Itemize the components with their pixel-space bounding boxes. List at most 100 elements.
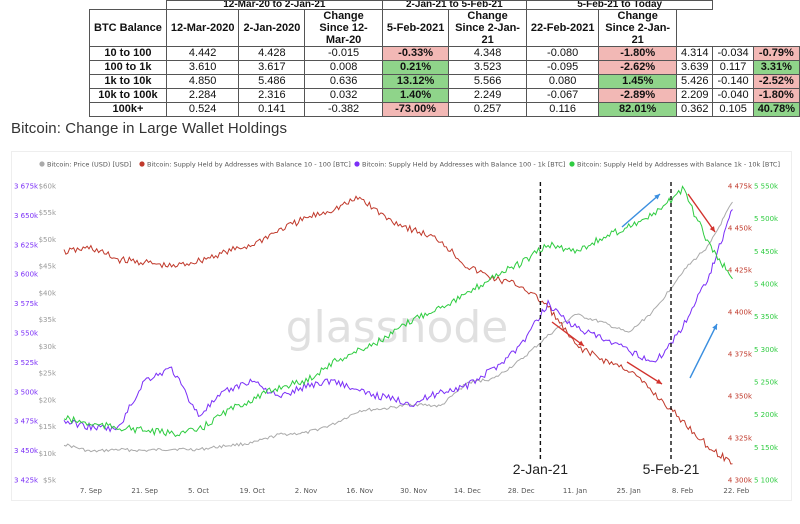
annotation-arrow-head xyxy=(656,378,662,384)
table-cell: -0.067 xyxy=(525,88,600,103)
table-cell: 2.249 xyxy=(448,88,527,103)
y_left_inner-tick: $50k xyxy=(39,236,57,244)
table-group-header: 5-Feb-21 to Today xyxy=(525,0,714,10)
x-axis-tick: 14. Dec xyxy=(454,487,481,495)
table-cell: -0.034 xyxy=(712,46,754,61)
y_right_outer-tick: 5 300k xyxy=(754,346,779,354)
annotation-arrow-head xyxy=(578,340,584,346)
legend-entry: Bitcoin: Price (USD) [USD] xyxy=(47,161,131,169)
table-cell: 40.78% xyxy=(752,102,800,117)
y_left_outer-tick: 3 475k xyxy=(14,418,39,426)
table-group-header-row: 12-Mar-20 to 2-Jan-21 2-Jan-21 to 5-Feb-… xyxy=(90,0,800,10)
table-cell: 3.523 xyxy=(448,60,527,75)
annotation-arrow-head xyxy=(709,226,715,232)
table-row: 10 to 100 4.442 4.428 -0.015 -0.33% 4.348 -0.0… xyxy=(89,46,800,61)
table-row: 10k to 100k 2.284 2.316 0.032 1.40% 2.249 -0.0… xyxy=(89,88,800,103)
table-cell: 0.032 xyxy=(304,88,383,103)
x-axis-tick: 2. Nov xyxy=(295,487,318,495)
y_left_inner-tick: $15k xyxy=(39,423,57,431)
table-group-header: 2-Jan-21 to 5-Feb-21 xyxy=(381,0,527,10)
table-cell: 3.639 xyxy=(675,60,714,75)
table-cell: 3.610 xyxy=(165,60,240,75)
y_left_inner-tick: $45k xyxy=(39,263,57,271)
y_left_outer-tick: 3 450k xyxy=(14,447,39,455)
table-cell: -2.62% xyxy=(598,60,677,75)
table-cell: -1.80% xyxy=(598,46,677,61)
table-cell: 0.636 xyxy=(304,74,383,89)
table-group-header: 12-Mar-20 to 2-Jan-21 xyxy=(165,0,383,10)
y_left_outer-tick: 3 550k xyxy=(14,330,39,338)
x-axis-tick: 21. Sep xyxy=(131,487,158,495)
y_right_outer-tick: 5 450k xyxy=(754,248,779,256)
legend-entry: Bitcoin: Supply Held by Addresses with B… xyxy=(362,161,565,169)
table-row-label: 10 to 100 xyxy=(89,46,167,61)
table-cell: -1.80% xyxy=(752,88,800,103)
table-cell: 5.566 xyxy=(448,74,527,89)
annotation-arrow xyxy=(626,361,663,385)
legend-entry: Bitcoin: Supply Held by Addresses with B… xyxy=(577,161,780,169)
table-cell: 82.01% xyxy=(598,102,677,117)
table-cell: 0.116 xyxy=(525,102,600,117)
table-column-header: BTC Balance xyxy=(89,9,167,47)
table-column-header: 12-Mar-2020 xyxy=(165,9,240,47)
y_right_outer-tick: 5 150k xyxy=(754,444,779,452)
y_left_inner-tick: $55k xyxy=(39,209,57,217)
table-cell: 13.12% xyxy=(381,74,450,89)
y_right_inner-tick: 4 350k xyxy=(728,393,753,401)
table-cell: 3.617 xyxy=(238,60,306,75)
table-row: 1k to 10k 4.850 5.486 0.636 13.12% 5.566 0.080… xyxy=(89,74,800,89)
table-cell: 0.141 xyxy=(238,102,306,117)
y_right_inner-tick: 4 325k xyxy=(728,435,753,443)
y_right_inner-tick: 4 450k xyxy=(728,225,753,233)
y_left_outer-tick: 3 500k xyxy=(14,388,39,396)
table-cell: -0.382 xyxy=(304,102,383,117)
table-cell: 4.850 xyxy=(165,74,240,89)
x-axis-tick: 22. Feb xyxy=(723,487,749,495)
y_left_inner-tick: $60k xyxy=(39,183,57,191)
y_right_inner-tick: 4 425k xyxy=(728,267,753,275)
y_left_inner-tick: $35k xyxy=(39,316,57,324)
y_right_inner-tick: 4 475k xyxy=(728,183,753,191)
table-row-label: 10k to 100k xyxy=(89,88,167,103)
x-axis-tick: 8. Feb xyxy=(672,487,694,495)
table-row: 100k+ 0.524 0.141 -0.382 -73.00% 0.257 0.116 82… xyxy=(89,102,800,117)
series-line-price xyxy=(63,201,733,453)
y_left_inner-tick: $20k xyxy=(39,396,57,404)
table-cell: 0.008 xyxy=(304,60,383,75)
table-column-header: Change Since 2-Jan-21 xyxy=(448,9,527,47)
table-cell: -0.040 xyxy=(712,88,754,103)
y_right_inner-tick: 4 300k xyxy=(728,477,753,485)
annotation-arrow xyxy=(689,323,718,379)
y_left_outer-tick: 3 575k xyxy=(14,300,39,308)
x-axis-tick: 30. Nov xyxy=(400,487,427,495)
y_right_outer-tick: 5 550k xyxy=(754,183,779,191)
y_right_outer-tick: 5 250k xyxy=(754,379,779,387)
series-line-s1k_10k xyxy=(63,185,733,438)
line-chart: Bitcoin: Price (USD) [USD] Bitcoin: Suppl… xyxy=(14,161,780,496)
series-line-s100_1k xyxy=(63,209,733,433)
date-marker-label: 5-Feb-21 xyxy=(643,461,700,477)
table-row-label: 100k+ xyxy=(89,102,167,117)
table-cell: -0.080 xyxy=(525,46,600,61)
y_right_outer-tick: 5 500k xyxy=(754,215,779,223)
annotation-arrow-head xyxy=(712,324,717,330)
table-cell: -0.140 xyxy=(712,74,754,89)
table-cell: 1.45% xyxy=(598,74,677,89)
y_right_outer-tick: 5 350k xyxy=(754,313,779,321)
table-column-header: Change Since 2-Jan-21 xyxy=(598,9,677,47)
legend-swatch xyxy=(569,161,575,167)
legend-swatch xyxy=(39,161,45,167)
table-cell: 0.362 xyxy=(675,102,714,117)
x-axis-tick: 25. Jan xyxy=(617,487,641,495)
table-row-label: 100 to 1k xyxy=(89,60,167,75)
table-cell: 0.257 xyxy=(448,102,527,117)
y_right_outer-tick: 5 400k xyxy=(754,281,779,289)
table-cell: 0.524 xyxy=(165,102,240,117)
table-cell: 4.442 xyxy=(165,46,240,61)
table-cell: 4.314 xyxy=(675,46,714,61)
y_left_inner-tick: $10k xyxy=(39,450,57,458)
table-row-label: 1k to 10k xyxy=(89,74,167,89)
table-cell: 4.428 xyxy=(238,46,306,61)
legend-swatch xyxy=(354,161,360,167)
table-cell: -2.52% xyxy=(752,74,800,89)
